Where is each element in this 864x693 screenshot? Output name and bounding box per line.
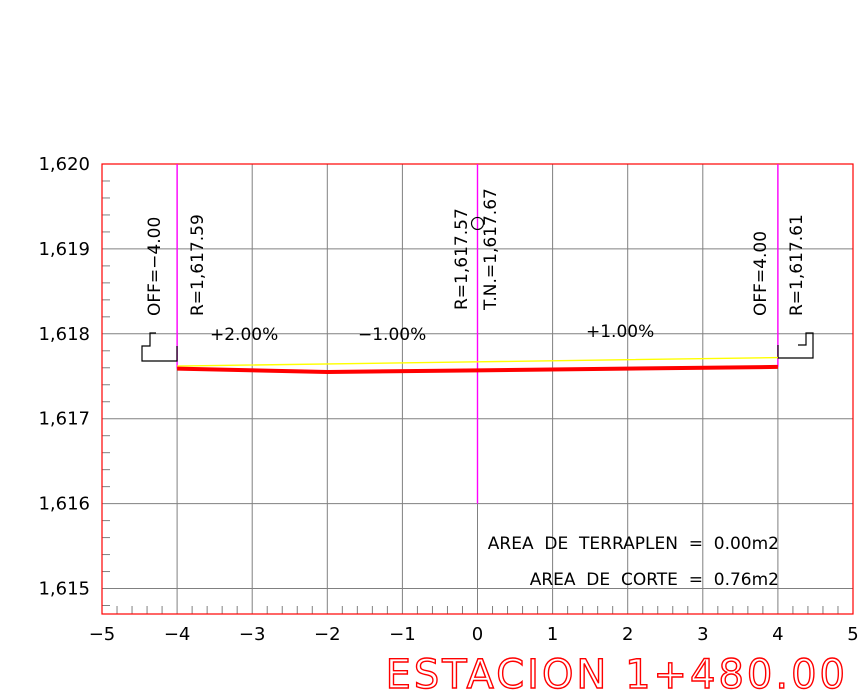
elevation-left-label: R=1,617.59 bbox=[188, 214, 208, 316]
x-tick-label: 3 bbox=[697, 624, 708, 645]
x-tick-label: 2 bbox=[622, 624, 633, 645]
elevation-right-label: R=1,617.61 bbox=[787, 214, 807, 316]
y-tick-label: 1,616 bbox=[38, 494, 90, 515]
x-axis-tick-labels: −5 −4 −3 −2 −1 0 1 2 3 4 5 bbox=[89, 624, 859, 645]
fill-area-label: AREA DE TERRAPLEN = 0.00m2 bbox=[488, 534, 779, 554]
cut-area-label: AREA DE CORTE = 0.76m2 bbox=[530, 570, 779, 590]
centerline-marker bbox=[470, 216, 485, 231]
profile-lines bbox=[177, 356, 778, 375]
offset-right-label: OFF=4.00 bbox=[751, 231, 771, 316]
x-tick-label: −2 bbox=[314, 624, 341, 645]
y-axis-tick-labels: 1,620 1,619 1,618 1,617 1,616 1,615 bbox=[38, 154, 90, 600]
y-tick-label: 1,617 bbox=[38, 409, 90, 430]
slope-label-3: +1.00% bbox=[586, 322, 654, 342]
existing-ground-line bbox=[177, 356, 778, 367]
subgrade-line bbox=[177, 364, 778, 375]
y-tick-label: 1,619 bbox=[38, 239, 90, 260]
x-tick-label: −5 bbox=[89, 624, 116, 645]
x-tick-label: −4 bbox=[164, 624, 191, 645]
x-tick-label: 5 bbox=[847, 624, 858, 645]
y-tick-label: 1,620 bbox=[38, 154, 90, 175]
x-tick-label: 1 bbox=[547, 624, 558, 645]
slope-label-2: −1.00% bbox=[358, 325, 426, 345]
y-tick-label: 1,615 bbox=[38, 579, 90, 600]
slope-label-1: +2.00% bbox=[210, 325, 278, 345]
x-tick-label: 0 bbox=[472, 624, 483, 645]
station-lines bbox=[176, 164, 779, 504]
left-curb-symbol bbox=[141, 332, 178, 362]
station-title: ESTACION 1+480.00 bbox=[386, 652, 848, 693]
terrain-center-label: T.N.=1,617.67 bbox=[481, 188, 501, 311]
elevation-center-label: R=1,617.57 bbox=[452, 208, 472, 310]
x-tick-label: −1 bbox=[389, 624, 416, 645]
minor-tick-marks bbox=[102, 180, 839, 614]
y-tick-label: 1,618 bbox=[38, 324, 90, 345]
x-tick-label: 4 bbox=[772, 624, 783, 645]
offset-left-label: OFF=−4.00 bbox=[145, 217, 165, 316]
right-curb-symbol bbox=[777, 332, 814, 359]
x-tick-label: −3 bbox=[239, 624, 266, 645]
